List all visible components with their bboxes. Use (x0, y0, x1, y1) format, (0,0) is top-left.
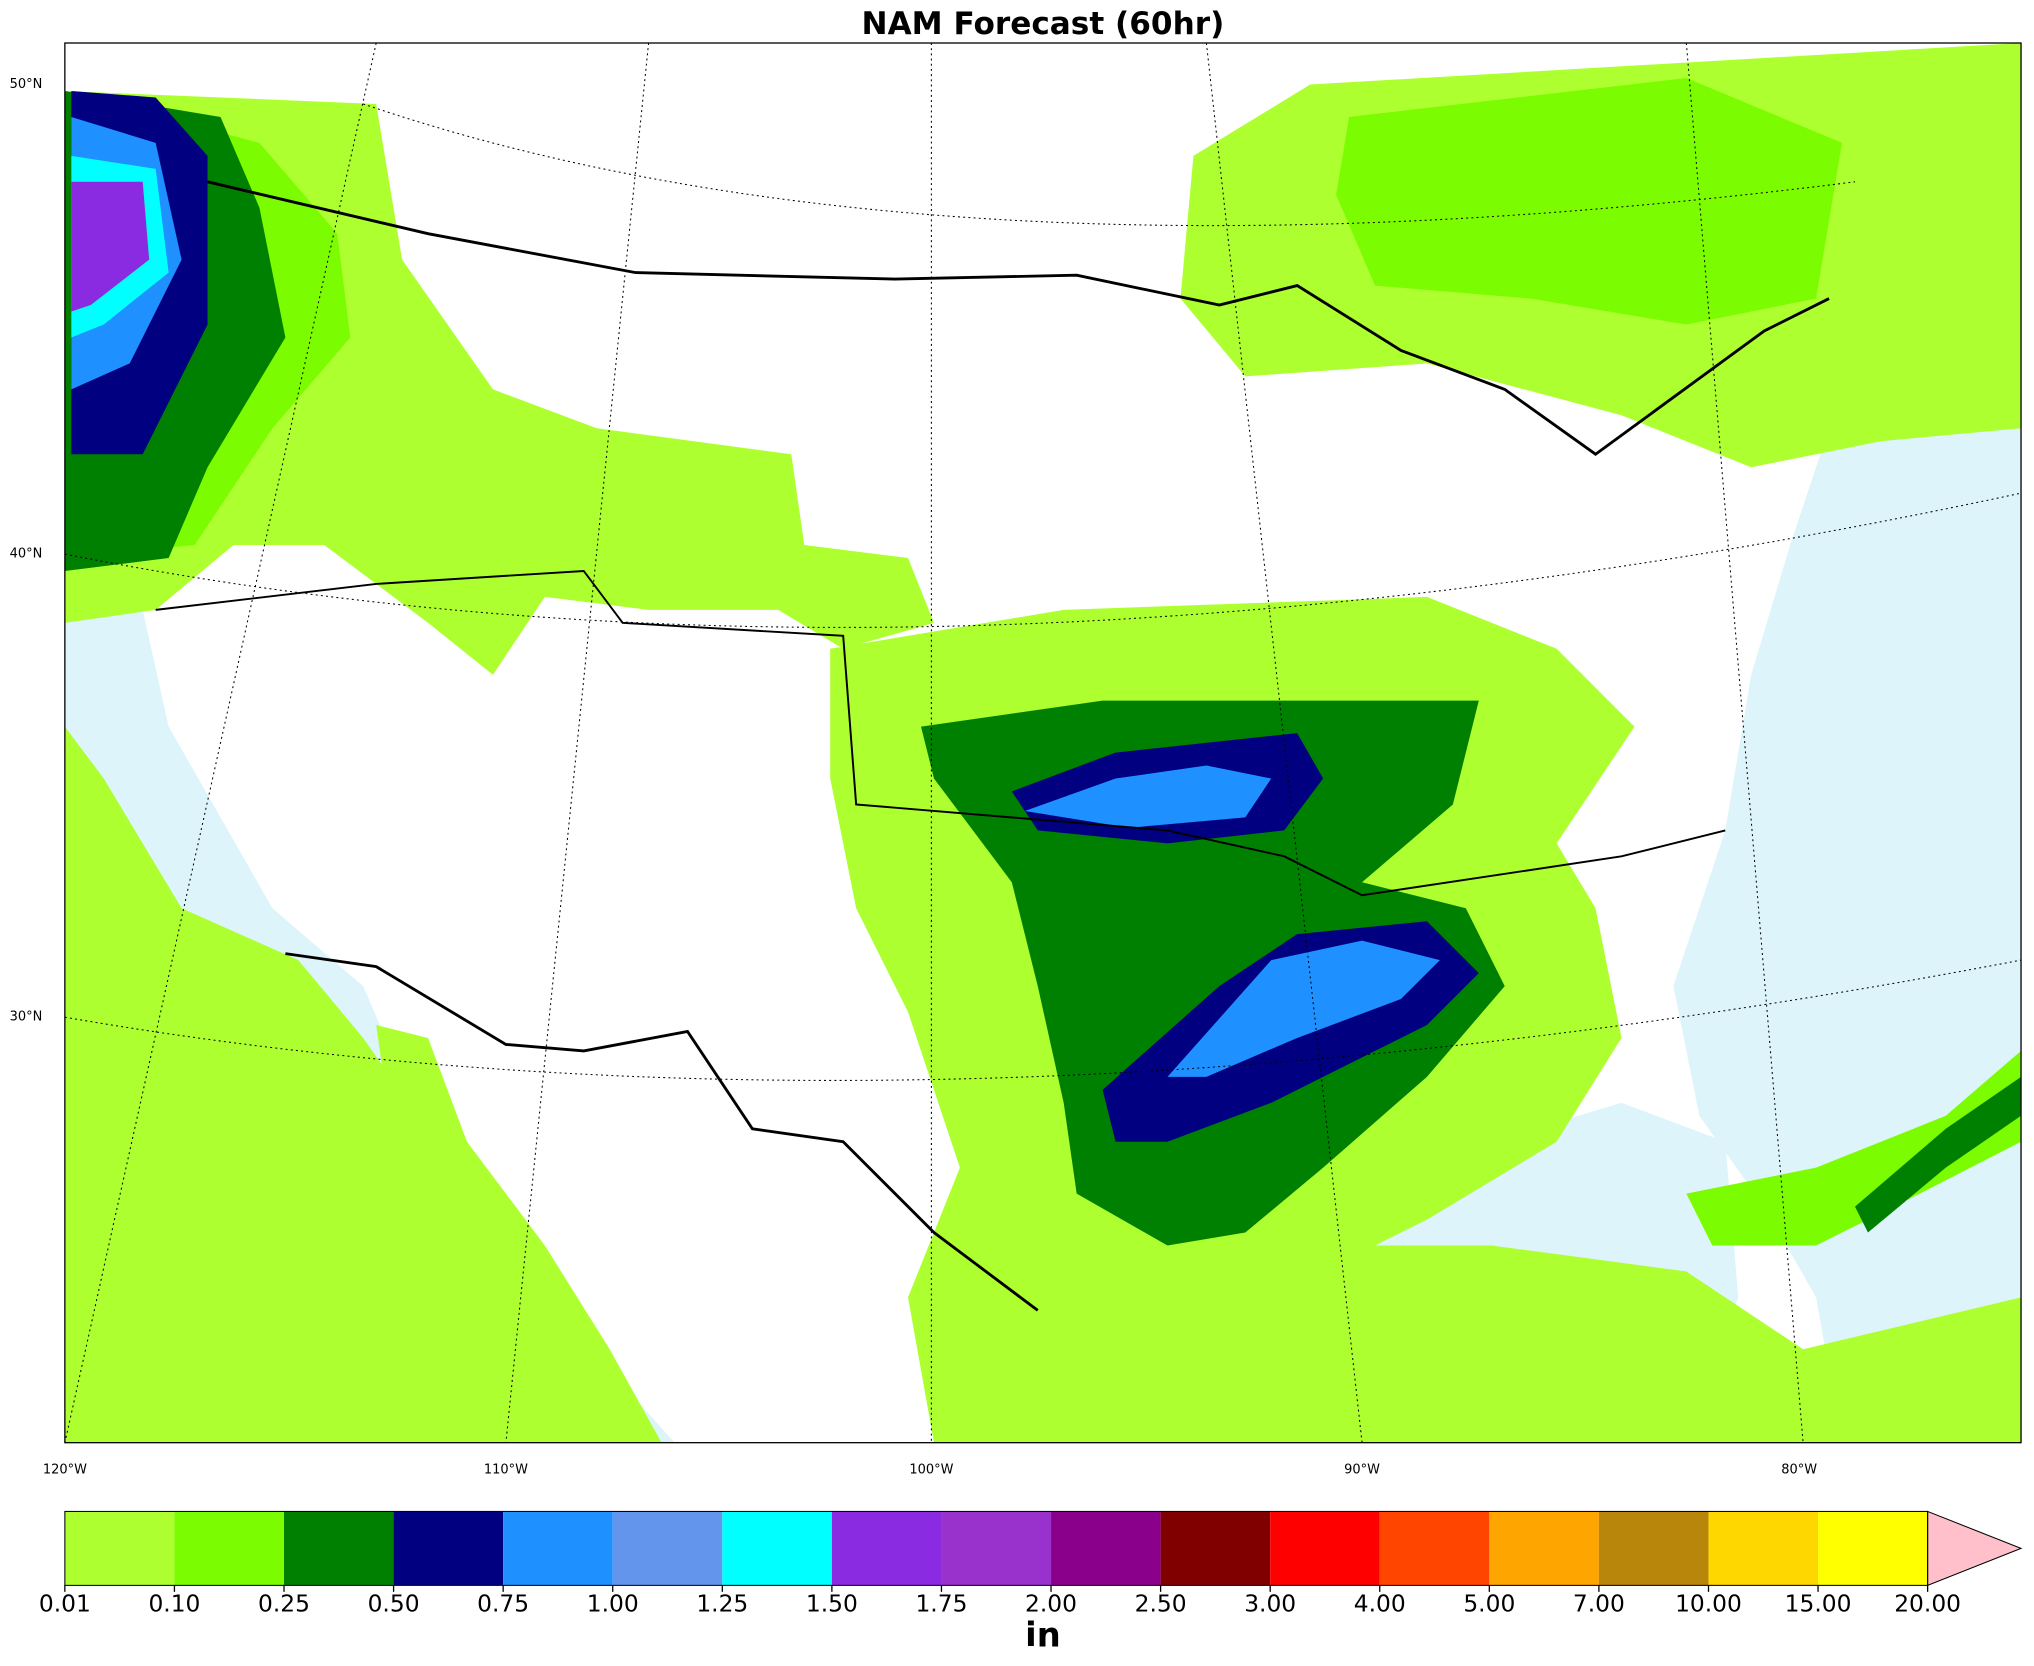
colorbar-tick-label: 0.75 (477, 1589, 529, 1617)
colorbar-tick-label: 0.01 (39, 1589, 91, 1617)
colorbar-box (1270, 1511, 1380, 1586)
lon-label: 80°W (1781, 1462, 1817, 1477)
colorbar-box (174, 1511, 285, 1586)
colorbar-tick-label: 1.25 (696, 1589, 748, 1617)
precip-area (1854, 1076, 2022, 1233)
colorbar-tick-label: 5.00 (1463, 1589, 1515, 1617)
colorbar-tick-label: 1.00 (587, 1589, 639, 1617)
colorbar-tick-label: 7.00 (1573, 1589, 1625, 1617)
national-border (207, 180, 1830, 456)
colorbar-tick-label: 10.00 (1675, 1589, 1742, 1617)
lon-label: 90°W (1344, 1462, 1380, 1477)
map-area (64, 42, 2022, 1444)
colorbar-tick-label: 20.00 (1894, 1589, 1961, 1617)
colorbar-frame (64, 1510, 1929, 1586)
precip-area (1024, 765, 1272, 828)
colorbar-box (1051, 1511, 1161, 1586)
precip-area (921, 700, 1505, 1246)
colorbar-box (1598, 1511, 1709, 1586)
colorbar-box (284, 1511, 394, 1586)
precip-area (71, 181, 150, 312)
precip-area (376, 1024, 662, 1443)
colorbar-box (1379, 1511, 1490, 1586)
colorbar-tick-label: 2.50 (1135, 1589, 1187, 1617)
colorbar-box (503, 1511, 613, 1586)
precip-area (1167, 940, 1440, 1077)
colorbar-box (1160, 1511, 1271, 1586)
graticule-labels: 50°N 40°N 30°N 120°W 110°W 100°W 90°W 80… (10, 77, 1818, 1477)
colorbar-box (831, 1511, 942, 1586)
lon-label: 100°W (909, 1462, 953, 1477)
latitude-line (363, 103, 1856, 227)
colorbar-tick-label: 4.00 (1354, 1589, 1406, 1617)
colorbar-tick-label: 3.00 (1244, 1589, 1296, 1617)
lon-label: 110°W (484, 1462, 528, 1477)
colorbar-box (393, 1511, 504, 1586)
colorbar-tick-label: 2.00 (1025, 1589, 1077, 1617)
colorbar-tick-label: 1.75 (915, 1589, 967, 1617)
colorbar-tick-label: 15.00 (1785, 1589, 1852, 1617)
lon-label: 120°W (43, 1462, 87, 1477)
colorbar: 0.01 0.10 0.25 0.50 0.75 1.00 1.25 1.50 1.75 2.00… (39, 1510, 2023, 1617)
colorbar-tick-label: 0.25 (258, 1589, 310, 1617)
longitude-line (64, 43, 1804, 1443)
colorbar-units: in (1025, 1616, 1061, 1655)
map-title: NAM Forecast (60hr) (862, 6, 1225, 42)
colorbar-box (1818, 1511, 1928, 1586)
state-border (155, 569, 1726, 897)
precip-area (1686, 1050, 2022, 1246)
colorbar-extend (1927, 1510, 2023, 1587)
national-border (285, 952, 1039, 1312)
colorbar-box (941, 1511, 1052, 1586)
precip-area (1336, 78, 1843, 325)
colorbar-tick-label: 0.10 (148, 1589, 200, 1617)
colorbar-box (612, 1511, 723, 1586)
precip-area (1063, 1245, 2022, 1443)
colorbar-box (722, 1511, 832, 1586)
latitude-line (64, 492, 2022, 628)
colorbar-box (1489, 1511, 1599, 1586)
colorbar-box (64, 1511, 175, 1586)
colorbar-tick-label: 0.50 (368, 1589, 420, 1617)
colorbar-tick-label: 1.50 (806, 1589, 858, 1617)
lat-label: 30°N (10, 1010, 43, 1025)
lat-label: 40°N (10, 547, 43, 562)
lat-label: 50°N (10, 77, 43, 92)
colorbar-box (1708, 1511, 1819, 1586)
map-frame (64, 42, 2022, 1444)
